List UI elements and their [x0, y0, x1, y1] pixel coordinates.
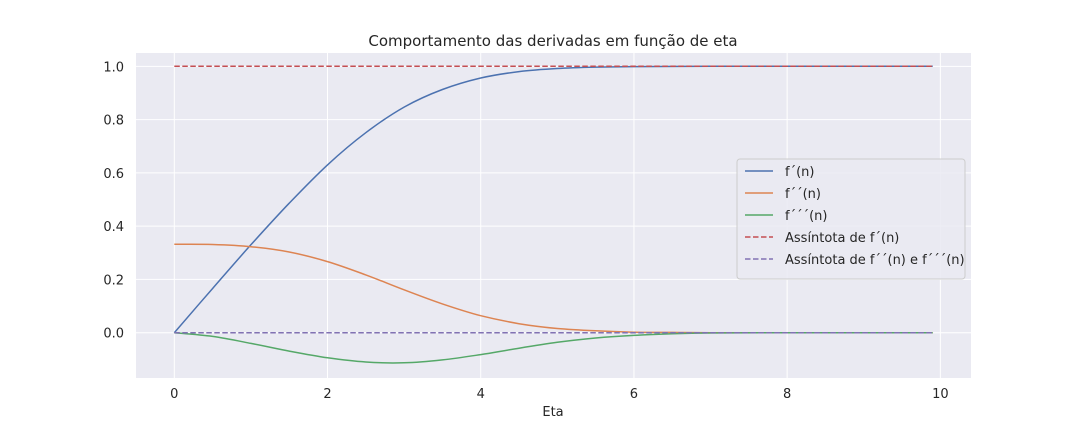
y-tick-label: 0.6	[103, 167, 124, 182]
x-tick-labels: 0 2 4 6 8 10	[170, 387, 948, 402]
x-tick-label: 10	[932, 387, 949, 402]
series-layer	[173, 65, 933, 364]
x-tick-label: 6	[630, 387, 638, 402]
y-tick-labels: 0.0 0.2 0.4 0.6 0.8 1.0	[103, 60, 124, 341]
y-tick-label: 0.0	[103, 327, 124, 342]
chart-title: Comportamento das derivadas em função de…	[368, 32, 737, 50]
x-tick-label: 0	[170, 387, 178, 402]
y-tick-label: 0.8	[103, 114, 124, 129]
legend-label: f´´´(n)	[785, 209, 827, 224]
x-tick-label: 4	[477, 387, 485, 402]
legend-label: Assíntota de f´´(n) e f´´´(n)	[785, 253, 965, 268]
x-axis-label: Eta	[542, 405, 563, 420]
legend-label: Assíntota de f´(n)	[785, 231, 899, 246]
y-tick-label: 0.4	[103, 220, 124, 235]
y-tick-label: 0.2	[103, 273, 124, 288]
y-tick-label: 1.0	[103, 60, 124, 75]
legend-label: f´(n)	[785, 165, 814, 180]
x-tick-label: 2	[323, 387, 331, 402]
x-tick-label: 8	[783, 387, 791, 402]
legend-box	[736, 158, 966, 280]
legend: f´(n) f´´(n) f´´´(n) Assíntota de f´(n) Assí…	[736, 158, 966, 280]
legend-label: f´´(n)	[785, 187, 821, 202]
series-line-0	[173, 65, 933, 334]
